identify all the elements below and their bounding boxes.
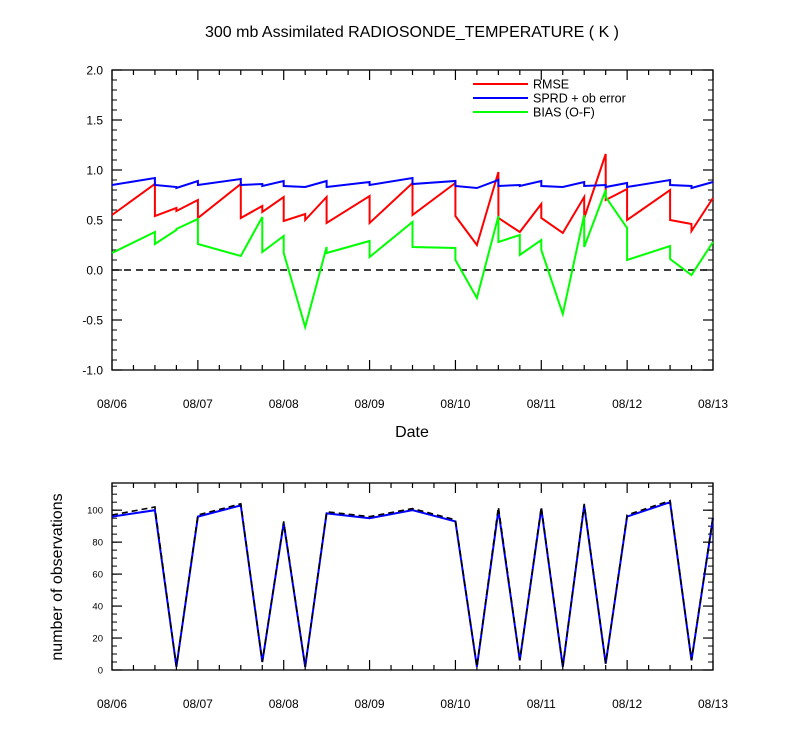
bottom-y-tick-label: 0: [98, 666, 103, 677]
top-plot-frame: [111, 69, 714, 371]
top-y-tick-label: 1.0: [86, 164, 103, 178]
bottom-x-tick-label: 08/06: [97, 697, 127, 711]
legend-label: SPRD + ob error: [533, 92, 626, 106]
bottom-series-used: [111, 500, 714, 667]
top-chart-x-axis-label: Date: [395, 424, 429, 441]
bottom-series-possible: [111, 499, 714, 667]
bottom-y-tick-label: 40: [92, 602, 103, 613]
top-series-bias-o-f: [111, 189, 714, 331]
top-chart: 08/06 08/07 08/08 08/09 08/10 08/11 08/12 08/13…: [82, 64, 728, 412]
top-x-tick-label: 08/13: [698, 397, 728, 411]
top-x-tick-label: 08/12: [612, 397, 642, 411]
top-y-tick-label: 1.5: [86, 114, 103, 128]
bottom-x-tick-label: 08/13: [698, 697, 728, 711]
bottom-x-tick-label: 08/08: [269, 697, 299, 711]
legend-label: BIAS (O-F): [533, 106, 595, 120]
bottom-x-tick-label: 08/09: [355, 697, 385, 711]
top-x-tick-label: 08/09: [355, 397, 385, 411]
top-x-tick-label: 08/11: [527, 397, 556, 411]
top-x-tick-label: 08/08: [269, 397, 299, 411]
bottom-y-tick-label: 60: [92, 570, 103, 581]
top-y-tick-label: 0.5: [86, 214, 103, 228]
bottom-x-tick-label: 08/12: [612, 697, 642, 711]
bottom-x-tick-label: 08/10: [440, 697, 470, 711]
top-series-sprd-ob-error: [111, 176, 714, 190]
top-chart-title: 300 mb Assimilated RADIOSONDE_TEMPERATUR…: [205, 24, 619, 41]
top-series-rmse: [111, 153, 714, 248]
bottom-y-tick-label: 80: [92, 538, 103, 549]
bottom-x-tick-label: 08/11: [527, 697, 556, 711]
top-y-tick-label: -1.0: [82, 364, 103, 378]
bottom-chart: 08/06 08/07 08/08 08/09 08/10 08/11 08/12 08/13…: [87, 482, 728, 711]
top-y-tick-label: 0.0: [86, 264, 103, 278]
top-y-tick-label: -0.5: [82, 314, 103, 328]
top-y-tick-label: 2.0: [86, 64, 103, 78]
top-x-tick-label: 08/07: [183, 397, 213, 411]
bottom-y-tick-label: 100: [87, 506, 103, 517]
top-x-tick-label: 08/10: [440, 397, 470, 411]
bottom-chart-y-axis-label: number of observations: [49, 493, 66, 660]
top-x-tick-label: 08/06: [97, 397, 127, 411]
bottom-x-tick-label: 08/07: [183, 697, 213, 711]
bottom-y-tick-label: 20: [92, 634, 103, 645]
legend-label: RMSE: [533, 78, 569, 92]
